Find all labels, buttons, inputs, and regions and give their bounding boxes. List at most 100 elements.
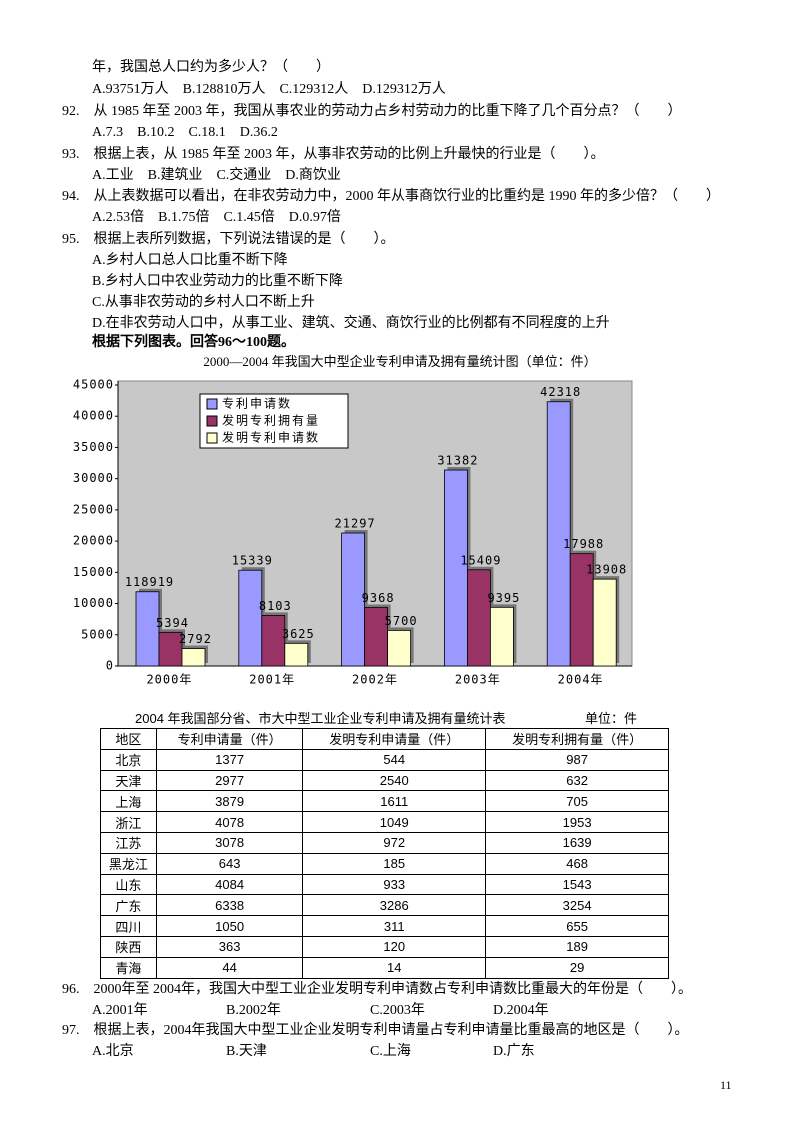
text-line: 95. 根据上表所列数据，下列说法错误的是（ ）。 [62,232,395,247]
table-cell: 1049 [302,811,487,833]
bar [341,532,366,667]
table-row: 北京 1377 544 987 [100,748,669,771]
table-cell: 3254 [485,894,669,917]
text-line: D.在非农劳动人口中，从事工业、建筑、交通、商饮行业的比例都有不同程度的上升 [92,316,610,331]
data-label: 42318 [540,385,581,399]
option: C.2003年 [370,1003,425,1018]
table-cell: 2977 [155,769,304,792]
table-cell: 山东 [100,873,157,896]
data-label: 31382 [437,454,478,468]
text-line: 93. 根据上表，从 1985 年至 2003 年，从事非农劳动的比例上升最快的… [62,147,605,162]
table-cell: 发明专利申请量（件） [302,728,487,750]
table-cell: 1543 [485,873,669,896]
y-tick-label: 20000 [73,534,114,548]
table-cell: 643 [155,852,304,875]
table-row: 山东 4084 933 1543 [100,873,669,896]
bar [284,642,309,667]
table-cell: 发明专利拥有量（件） [485,728,669,750]
data-table: 地区 专利申请量（件） 发明专利申请量（件） 发明专利拥有量（件） 北京 1377 544 9… [100,728,669,979]
table-cell: 四川 [100,915,157,937]
bar [135,591,160,667]
data-label: 15339 [232,554,273,568]
table-row: 青海 44 14 29 [100,956,669,979]
table-cell: 青海 [100,956,157,979]
data-label: 9368 [362,591,395,605]
table-row: 陕西 363 120 189 [100,935,669,958]
data-label: 13908 [586,563,627,577]
table-cell: 185 [302,852,487,875]
x-tick-label: 2000年 [146,673,192,687]
y-tick-label: 40000 [73,409,114,423]
page-number: 11 [720,1078,732,1092]
table-cell: 天津 [100,769,157,792]
text-line: C.从事非农劳动的乡村人口不断上升 [92,295,315,310]
x-tick-label: 2002年 [352,673,398,687]
table-cell: 广东 [100,894,157,917]
heading: 根据下列图表。回答96～100题。 [92,335,295,350]
table-cell: 地区 [100,728,157,750]
bar [238,569,263,667]
bar [592,578,617,667]
question: 96. 2000年至 2004年，我国大中型工业企业发明专利申请数占专利申请数比… [62,982,692,997]
table-row: 黑龙江 643 185 468 [100,852,669,875]
chart-title: 2000—2004 年我国大中型企业专利申请及拥有量统计图（单位：件） [203,354,597,369]
table-row: 江苏 3078 972 1639 [100,831,669,854]
bar [466,569,491,667]
table-cell: 浙江 [100,811,157,833]
option: A.北京 [92,1044,134,1059]
table-cell: 655 [485,915,669,937]
table-row: 浙江 4078 1049 1953 [100,811,669,833]
text-line: 92. 从 1985 年至 2003 年，我国从事农业的劳动力占乡村劳动力的比重… [62,104,682,119]
y-tick-label: 45000 [73,378,114,392]
table-cell: 2540 [302,769,487,792]
table-cell: 1377 [155,748,304,771]
table-cell: 468 [485,852,669,875]
table-cell: 14 [302,956,487,979]
table-cell: 3879 [155,790,304,813]
text-line: 94. 从上表数据可以看出，在非农劳动力中，2000 年从事商饮行业的比重约是 … [62,189,720,204]
chart: 0 5000 10000 15000 20000 25000 30000 35000 40000… [73,378,633,687]
bar [443,469,468,667]
table-cell: 120 [302,935,487,958]
legend-label: 发明专利拥有量 [222,413,320,428]
y-tick-label: 15000 [73,565,114,579]
data-label: 2792 [179,632,212,646]
y-tick-label: 25000 [73,502,114,516]
option: C.上海 [370,1044,411,1059]
table-cell: 黑龙江 [100,852,157,875]
table-cell: 6338 [155,894,304,917]
table-cell: 987 [485,748,669,771]
question: 97. 根据上表，2004年我国大中型工业企业发明专利申请量占专利申请量比重最高… [62,1023,689,1038]
data-label: 15409 [460,553,501,567]
y-tick-label: 5000 [81,627,114,641]
table-cell: 311 [302,915,487,937]
x-tick-label: 2001年 [249,673,295,687]
table-cell: 1953 [485,811,669,833]
table-cell: 933 [302,873,487,896]
table-cell: 3078 [155,831,304,854]
data-label: 5394 [156,616,189,630]
legend-swatch [206,398,218,410]
data-label: 8103 [259,599,292,613]
data-label: 17988 [563,537,604,551]
option: B.2002年 [226,1003,281,1018]
legend-label: 发明专利申请数 [222,430,320,445]
table-cell: 4084 [155,873,304,896]
bar [181,648,206,667]
table-row: 四川 1050 311 655 [100,915,669,937]
table-cell: 189 [485,935,669,958]
text-line: B.乡村人口中农业劳动力的比重不断下降 [92,274,343,289]
x-tick-label: 2004年 [558,673,604,687]
table-cell: 29 [485,956,669,979]
data-label: 21297 [335,517,376,531]
table-row: 天津 2977 2540 632 [100,769,669,792]
table-row: 上海 3879 1611 705 [100,790,669,813]
legend-box [199,393,349,449]
legend-label: 专利申请数 [222,396,292,411]
table-cell: 1050 [155,915,304,937]
option: D.2004年 [493,1003,549,1018]
table-cell: 江苏 [100,831,157,854]
legend-swatch [206,415,218,427]
x-tick-label: 2003年 [455,673,501,687]
